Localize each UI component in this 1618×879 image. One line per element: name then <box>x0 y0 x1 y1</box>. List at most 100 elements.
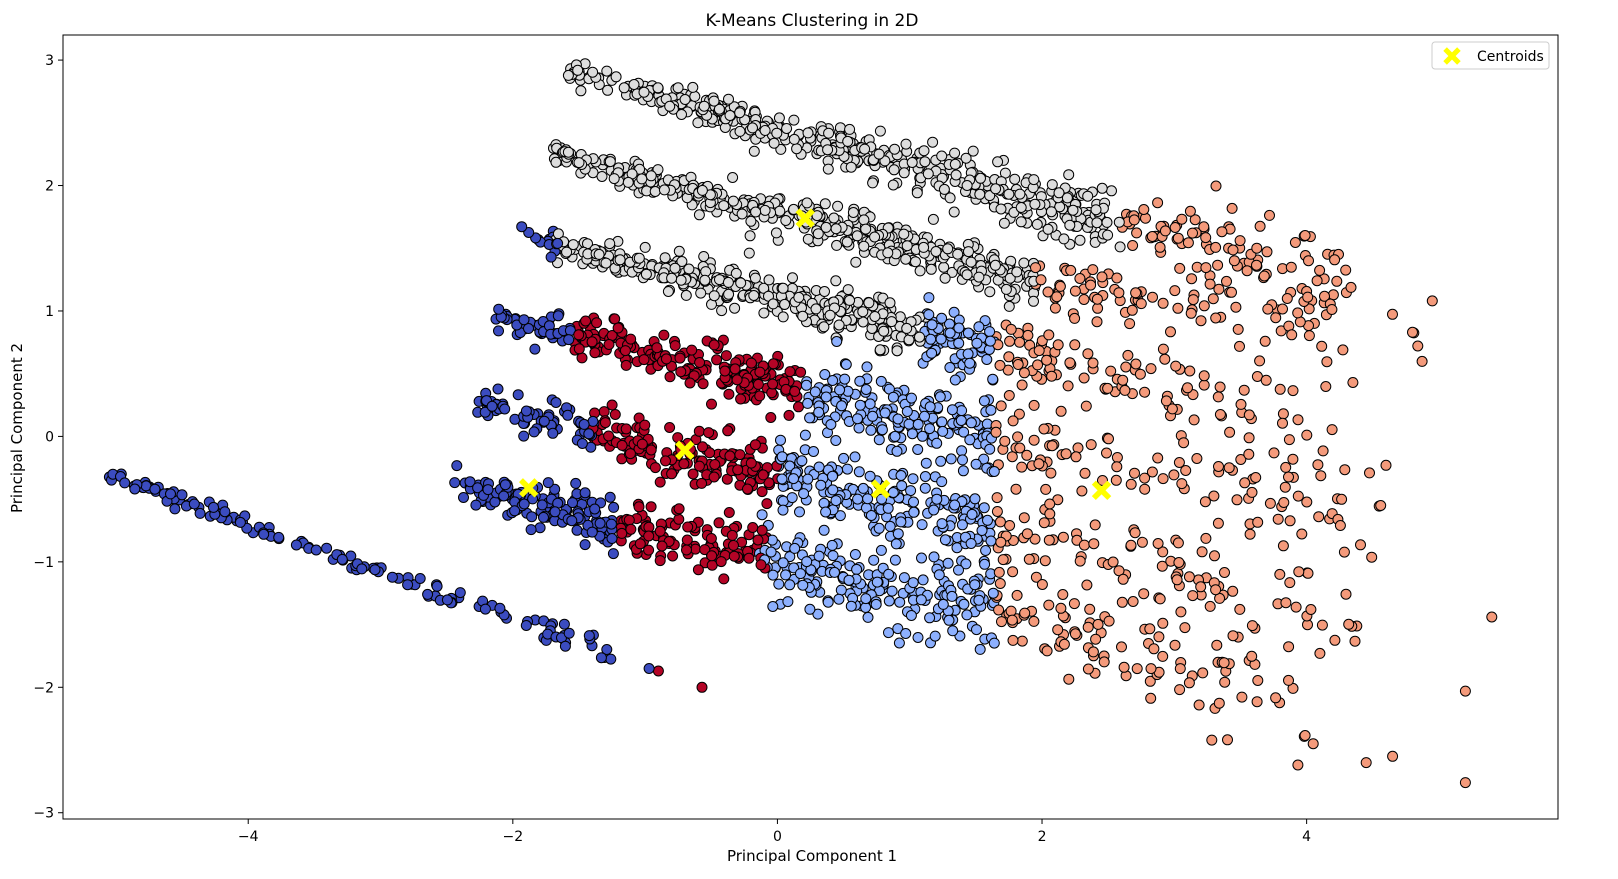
cluster-2-point <box>716 305 728 317</box>
cluster-2-point <box>1004 272 1016 284</box>
cluster-2-point <box>990 183 1002 195</box>
cluster-0-point <box>525 524 537 536</box>
cluster-1-point <box>978 502 990 514</box>
cluster-0-point <box>518 498 530 510</box>
cluster-4-point <box>606 399 618 411</box>
cluster-1-point <box>836 400 848 412</box>
cluster-1-point <box>978 395 990 407</box>
cluster-0-point <box>547 427 559 439</box>
cluster-0-point <box>498 490 510 502</box>
cluster-1-point <box>936 312 948 324</box>
cluster-1-point <box>773 578 785 590</box>
cluster-3-point <box>1347 377 1359 388</box>
cluster-2-point <box>873 148 885 160</box>
cluster-3-point <box>1380 459 1392 471</box>
cluster-3-point <box>1250 472 1262 483</box>
cluster-1-point <box>969 579 981 591</box>
cluster-1-point <box>865 424 877 436</box>
cluster-3-point <box>1195 581 1207 593</box>
cluster-4-point <box>696 477 708 489</box>
cluster-3-point <box>1005 323 1017 335</box>
cluster-1-point <box>784 579 796 591</box>
cluster-1-point <box>798 488 810 500</box>
cluster-4-point <box>709 459 721 470</box>
cluster-2-point <box>914 265 926 277</box>
cluster-0-point <box>563 334 575 346</box>
cluster-4-point <box>643 530 655 542</box>
cluster-0-point <box>369 564 381 576</box>
cluster-3-point <box>1227 630 1239 642</box>
cluster-3-point <box>1223 462 1235 474</box>
cluster-1-point <box>862 611 874 623</box>
cluster-3-point <box>1028 399 1040 411</box>
cluster-3-point <box>1087 264 1099 276</box>
cluster-1-point <box>782 596 794 608</box>
cluster-3-point <box>1081 579 1093 591</box>
cluster-4-point <box>603 339 615 350</box>
cluster-0-point <box>538 511 549 523</box>
cluster-4-point <box>761 498 773 510</box>
cluster-2-point <box>575 85 587 97</box>
cluster-2-point <box>810 303 822 315</box>
cluster-0-point <box>176 489 188 501</box>
cluster-2-point <box>901 322 913 334</box>
cluster-2-point <box>628 79 640 90</box>
cluster-1-point <box>819 369 831 380</box>
cluster-4-point <box>589 347 601 359</box>
cluster-2-point <box>679 94 691 105</box>
cluster-3-point <box>1033 345 1045 357</box>
cluster-2-point <box>649 186 661 197</box>
cluster-2-point <box>636 173 648 185</box>
cluster-3-point <box>1088 538 1100 550</box>
cluster-2-point <box>960 152 972 164</box>
cluster-2-point <box>638 86 650 98</box>
cluster-3-point <box>1055 405 1067 417</box>
cluster-3-point <box>1299 230 1311 241</box>
cluster-1-point <box>907 473 919 485</box>
cluster-3-point <box>1006 451 1018 463</box>
cluster-3-point <box>1314 264 1326 276</box>
cluster-3-point <box>1092 618 1104 630</box>
cluster-2-point <box>1045 206 1057 218</box>
cluster-1-point <box>815 479 827 491</box>
cluster-1-point <box>916 552 927 564</box>
cluster-4-point <box>656 540 668 552</box>
cluster-0-point <box>605 518 617 530</box>
cluster-2-point <box>1074 234 1086 246</box>
cluster-2-point <box>572 64 584 76</box>
cluster-1-point <box>936 518 948 530</box>
cluster-3-point <box>1157 617 1169 629</box>
cluster-1-point <box>804 412 816 424</box>
cluster-0-point <box>499 479 511 491</box>
cluster-1-point <box>876 493 888 505</box>
cluster-4-point <box>789 385 801 397</box>
centroid-marker <box>795 208 815 228</box>
cluster-2-point <box>936 150 948 162</box>
cluster-0-point <box>188 498 200 510</box>
cluster-2-point <box>777 311 789 323</box>
cluster-3-point <box>1243 432 1255 444</box>
cluster-3-point <box>1209 550 1220 562</box>
cluster-1-point <box>861 361 873 373</box>
cluster-3-point <box>1200 232 1212 244</box>
cluster-1-point <box>796 455 808 467</box>
cluster-3-point <box>1186 273 1198 285</box>
x-axis-label: Principal Component 1 <box>727 847 897 865</box>
cluster-3-point <box>1302 567 1314 579</box>
cluster-3-point <box>991 506 1003 517</box>
cluster-0-point <box>499 403 511 415</box>
cluster-4-point <box>692 564 704 576</box>
cluster-3-point <box>1152 538 1164 549</box>
cluster-0-point <box>422 588 434 600</box>
cluster-4-point <box>720 350 732 362</box>
cluster-0-point <box>321 542 333 554</box>
cluster-2-point <box>608 173 620 185</box>
cluster-3-point <box>1280 461 1292 473</box>
cluster-1-point <box>767 569 779 581</box>
cluster-3-point <box>1283 471 1294 483</box>
cluster-3-point <box>993 604 1005 616</box>
cluster-3-point <box>1228 255 1240 267</box>
cluster-3-point <box>1243 448 1255 460</box>
cluster-0-point <box>578 418 590 430</box>
